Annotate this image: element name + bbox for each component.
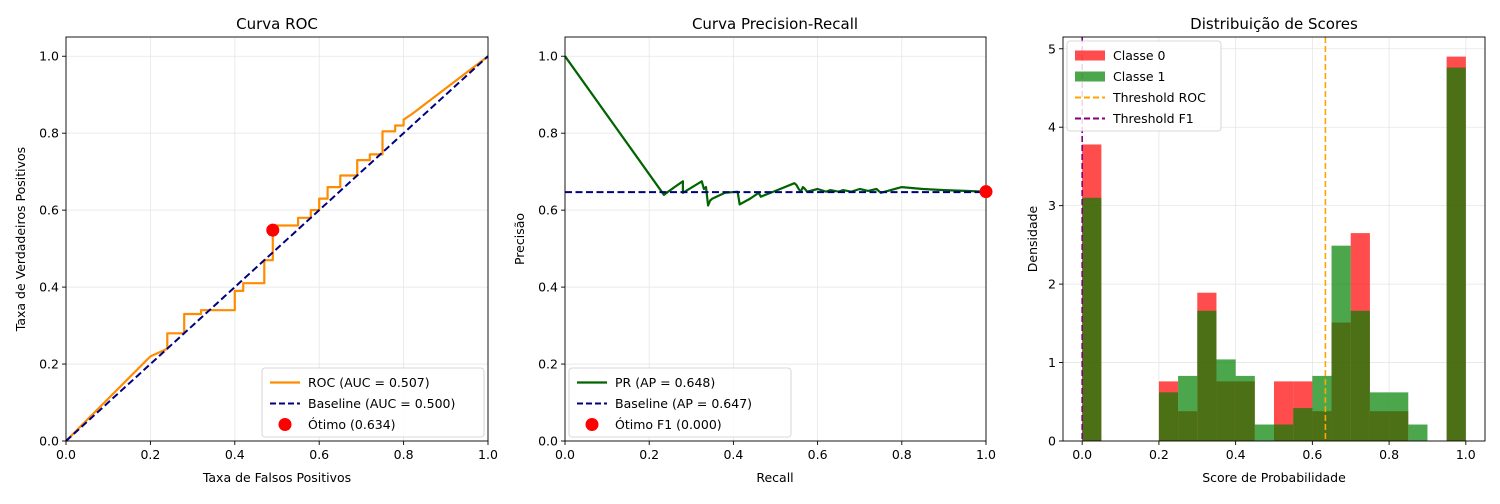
roc-legend-label: Ótimo (0.634) [308, 417, 396, 432]
pr-xtick-label: 0.4 [723, 447, 743, 462]
hist-bar-classe1 [1369, 392, 1390, 441]
hist-bar-classe1 [1331, 245, 1351, 441]
pr-optimal-point [979, 185, 993, 199]
hist-legend-box [1066, 40, 1222, 132]
hist-bar-classe1 [1446, 67, 1466, 441]
pr-xlabel: Recall [756, 470, 793, 485]
hist-bar-classe1 [1274, 424, 1294, 441]
hist-xtick-label: 0.8 [1379, 447, 1399, 462]
hist-bar-classe1 [1158, 392, 1179, 441]
roc-legend-label: Baseline (AUC = 0.500) [308, 396, 455, 411]
pr-xtick-label: 0.6 [808, 447, 828, 462]
hist-ytick-label: 5 [1048, 41, 1056, 56]
pr-xtick-label: 0.8 [892, 447, 912, 462]
roc-legend-swatch [278, 418, 292, 431]
roc-frame: 0.0 0.2 0.4 0.6 0.8 1.0 0.0 0.2 0.4 0.6 0.8 1.0 [39, 36, 498, 462]
hist-legend-swatch [1075, 50, 1105, 61]
pr-series [564, 55, 987, 207]
hist-xtick-label: 0.6 [1302, 447, 1322, 462]
hist-bar-classe1 [1350, 310, 1370, 441]
roc-ytick-label: 0.8 [39, 126, 59, 141]
pr-frame: 0.0 0.2 0.4 0.6 0.8 1.0 0.0 0.2 0.4 0.6 0.8 1.0 [538, 36, 996, 462]
pr-legend-label: Baseline (AP = 0.647) [615, 396, 752, 411]
pr-spines [564, 36, 987, 442]
hist-legend-label: Threshold F1 [1112, 111, 1194, 126]
roc-xtick-label: 0.8 [394, 447, 414, 462]
hist-bar-classe1 [1293, 408, 1313, 441]
hist-legend: Classe 0 Classe 1 Threshold ROC Threshold F… [1066, 40, 1222, 132]
roc-ytick-label: 1.0 [39, 49, 59, 64]
hist-ytick-label: 0 [1048, 434, 1056, 449]
pr-xtick-label: 0.0 [555, 447, 575, 462]
hist-bar-classe1 [1178, 375, 1198, 441]
roc-xlabel: Taxa de Falsos Positivos [202, 470, 351, 485]
hist-ytick-label: 2 [1048, 277, 1056, 292]
pr-panel: Curva Precision-Recall Recall Precisão [512, 15, 858, 485]
hist-legend-swatch [1075, 71, 1105, 82]
hist-xlabel: Score de Probabilidade [1202, 470, 1346, 485]
pr-title: Curva Precision-Recall [692, 15, 858, 33]
hist-bar-classe1 [1235, 375, 1255, 441]
hist-bar-classe1 [1312, 375, 1332, 441]
roc-xtick-label: 0.2 [140, 447, 160, 462]
roc-ylabel: Taxa de Verdadeiros Positivos [13, 147, 28, 332]
hist-xtick-label: 1.0 [1456, 447, 1476, 462]
roc-xtick-label: 0.0 [56, 447, 76, 462]
hist-ytick-label: 1 [1048, 355, 1056, 370]
pr-xtick-label: 0.2 [639, 447, 659, 462]
roc-legend-label: ROC (AUC = 0.507) [308, 375, 430, 390]
hist-bars [1082, 56, 1466, 442]
pr-series-line [564, 55, 987, 207]
pr-ytick-label: 0.4 [538, 280, 558, 295]
pr-ytick-label: 0.0 [538, 434, 558, 449]
pr-legend-label: PR (AP = 0.648) [615, 375, 715, 390]
hist-panel: Distribuição de Scores Score de Probabil… [1025, 15, 1358, 485]
roc-panel: Curva ROC Taxa de Falsos Positivos Taxa … [13, 15, 351, 485]
hist-bar-classe1 [1389, 392, 1409, 441]
hist-ytick-label: 3 [1048, 198, 1056, 213]
roc-xtick-label: 1.0 [478, 447, 498, 462]
roc-ytick-label: 0.2 [39, 357, 59, 372]
hist-legend-label: Classe 0 [1113, 48, 1166, 63]
pr-ytick-label: 1.0 [538, 49, 558, 64]
hist-bar-classe1 [1216, 359, 1236, 441]
hist-bar-classe1 [1408, 424, 1428, 441]
pr-ytick-label: 0.6 [538, 203, 558, 218]
pr-ytick-label: 0.8 [538, 126, 558, 141]
hist-title: Distribuição de Scores [1190, 15, 1358, 33]
hist-ytick-label: 4 [1048, 120, 1056, 135]
pr-legend-box [568, 367, 792, 438]
pr-ylabel: Precisão [512, 213, 527, 265]
roc-legend-box [261, 367, 485, 438]
pr-legend: PR (AP = 0.648) Baseline (AP = 0.647) Ótim… [568, 367, 792, 438]
pr-xtick-label: 1.0 [976, 447, 996, 462]
hist-spines [1062, 36, 1486, 442]
roc-ytick-label: 0.6 [39, 203, 59, 218]
hist-xtick-label: 0.0 [1072, 447, 1092, 462]
hist-frame: 0.0 0.2 0.4 0.6 0.8 1.0 0 1 2 3 4 5 [1048, 36, 1486, 462]
roc-xtick-label: 0.4 [225, 447, 245, 462]
hist-legend-label: Threshold ROC [1112, 90, 1206, 105]
hist-bar-classe1 [1197, 310, 1217, 441]
roc-optimal-point [266, 223, 280, 237]
roc-series [65, 55, 489, 442]
roc-ytick-label: 0.4 [39, 280, 59, 295]
pr-legend-swatch [585, 418, 599, 431]
roc-legend: ROC (AUC = 0.507) Baseline (AUC = 0.500) Ó… [261, 367, 485, 438]
roc-series-line [65, 55, 489, 442]
hist-ylabel: Densidade [1025, 205, 1040, 272]
hist-bar-classe1 [1254, 424, 1274, 441]
roc-ytick-label: 0.0 [39, 434, 59, 449]
hist-xtick-label: 0.4 [1226, 447, 1246, 462]
hist-legend-label: Classe 1 [1113, 69, 1166, 84]
roc-title: Curva ROC [236, 15, 318, 33]
hist-bar-classe1 [1082, 197, 1102, 441]
hist-xtick-label: 0.2 [1149, 447, 1169, 462]
pr-ytick-label: 0.2 [538, 357, 558, 372]
roc-spines [65, 36, 489, 442]
roc-xtick-label: 0.6 [309, 447, 329, 462]
pr-legend-label: Ótimo F1 (0.000) [615, 417, 722, 432]
